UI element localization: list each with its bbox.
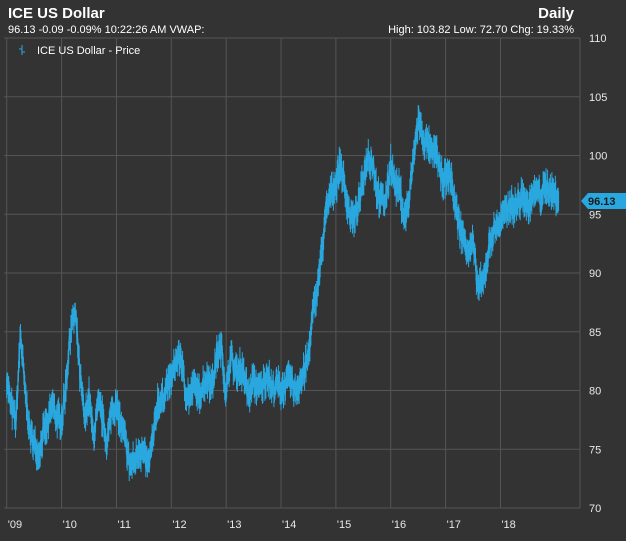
series-price: [6, 105, 560, 482]
chart-title: ICE US Dollar: [8, 5, 105, 22]
y-tick-label: 75: [589, 444, 601, 456]
grid: [4, 37, 581, 509]
x-tick-label: '11: [117, 519, 131, 531]
legend-marker-icon: [19, 45, 25, 55]
range-line: High: 103.82 Low: 72.70 Chg: 19.33%: [388, 24, 574, 36]
y-tick-label: 85: [589, 327, 601, 339]
price-line: [6, 115, 560, 473]
x-tick-label: '17: [447, 519, 461, 531]
x-tick-label: '15: [337, 519, 351, 531]
last-value-label: 96.13: [588, 196, 616, 208]
x-tick-label: '16: [392, 519, 406, 531]
y-tick-label: 70: [589, 503, 601, 515]
y-tick-label: 80: [589, 386, 601, 398]
x-tick-label: '14: [282, 519, 296, 531]
x-tick-label: '13: [227, 519, 241, 531]
legend: ICE US Dollar - Price: [19, 45, 140, 57]
y-tick-label: 105: [589, 92, 607, 104]
quote-line: 96.13 -0.09 -0.09% 10:22:26 AM VWAP:: [8, 24, 205, 36]
last-value-flag: [581, 192, 626, 209]
frequency-label[interactable]: Daily: [538, 5, 574, 22]
y-tick-label: 90: [589, 268, 601, 280]
x-tick-label: '09: [8, 519, 22, 531]
x-axis: '09 '10 '11 '12 '13 '14 '15 '16 '17 '18: [8, 519, 516, 531]
price-bars: [6, 105, 560, 482]
x-tick-label: '18: [501, 519, 515, 531]
y-tick-label: 100: [589, 151, 607, 163]
last-value-marker: 96.13: [581, 192, 626, 209]
y-tick-label: 95: [589, 209, 601, 221]
y-tick-label: 110: [589, 33, 607, 45]
x-tick-label: '12: [172, 519, 186, 531]
legend-label: ICE US Dollar - Price: [37, 45, 140, 57]
y-axis: 110 105 100 95 90 85 80 75 70: [589, 33, 607, 515]
x-tick-label: '10: [63, 519, 77, 531]
